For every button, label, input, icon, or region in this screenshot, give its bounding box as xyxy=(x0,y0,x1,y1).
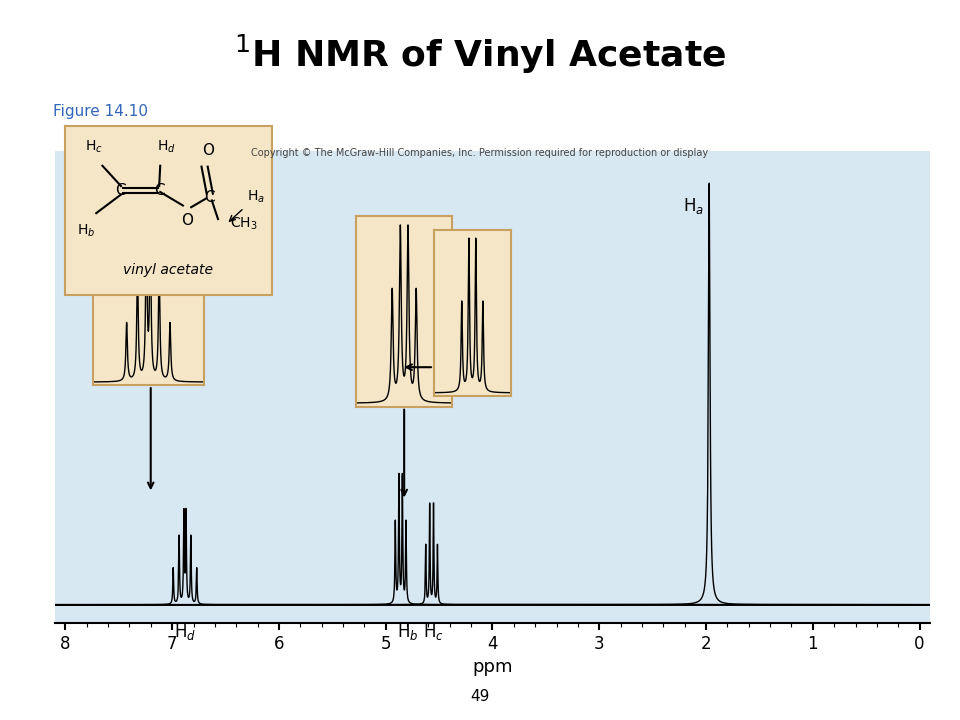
Text: $^{1}$H NMR of Vinyl Acetate: $^{1}$H NMR of Vinyl Acetate xyxy=(234,32,726,76)
Text: H$_a$: H$_a$ xyxy=(229,189,265,221)
Text: H$_b$: H$_b$ xyxy=(77,222,95,239)
Text: 49: 49 xyxy=(470,689,490,704)
Text: H$_c$: H$_c$ xyxy=(423,622,444,642)
Text: C: C xyxy=(204,189,215,204)
Text: H$_d$: H$_d$ xyxy=(174,622,196,642)
Text: H$_a$: H$_a$ xyxy=(683,196,704,215)
Text: CH$_3$: CH$_3$ xyxy=(230,216,258,233)
Text: C: C xyxy=(114,183,126,198)
Text: O: O xyxy=(181,213,193,228)
X-axis label: ppm: ppm xyxy=(472,658,513,676)
Text: Copyright © The McGraw-Hill Companies, Inc. Permission required for reproduction: Copyright © The McGraw-Hill Companies, I… xyxy=(252,148,708,158)
Text: Figure 14.10: Figure 14.10 xyxy=(53,104,148,120)
Text: H$_c$: H$_c$ xyxy=(85,138,103,155)
Text: C: C xyxy=(154,183,164,198)
Text: vinyl acetate: vinyl acetate xyxy=(124,263,213,276)
Text: H$_d$: H$_d$ xyxy=(157,138,176,155)
Text: O: O xyxy=(202,143,214,158)
Text: H$_b$: H$_b$ xyxy=(397,622,419,642)
